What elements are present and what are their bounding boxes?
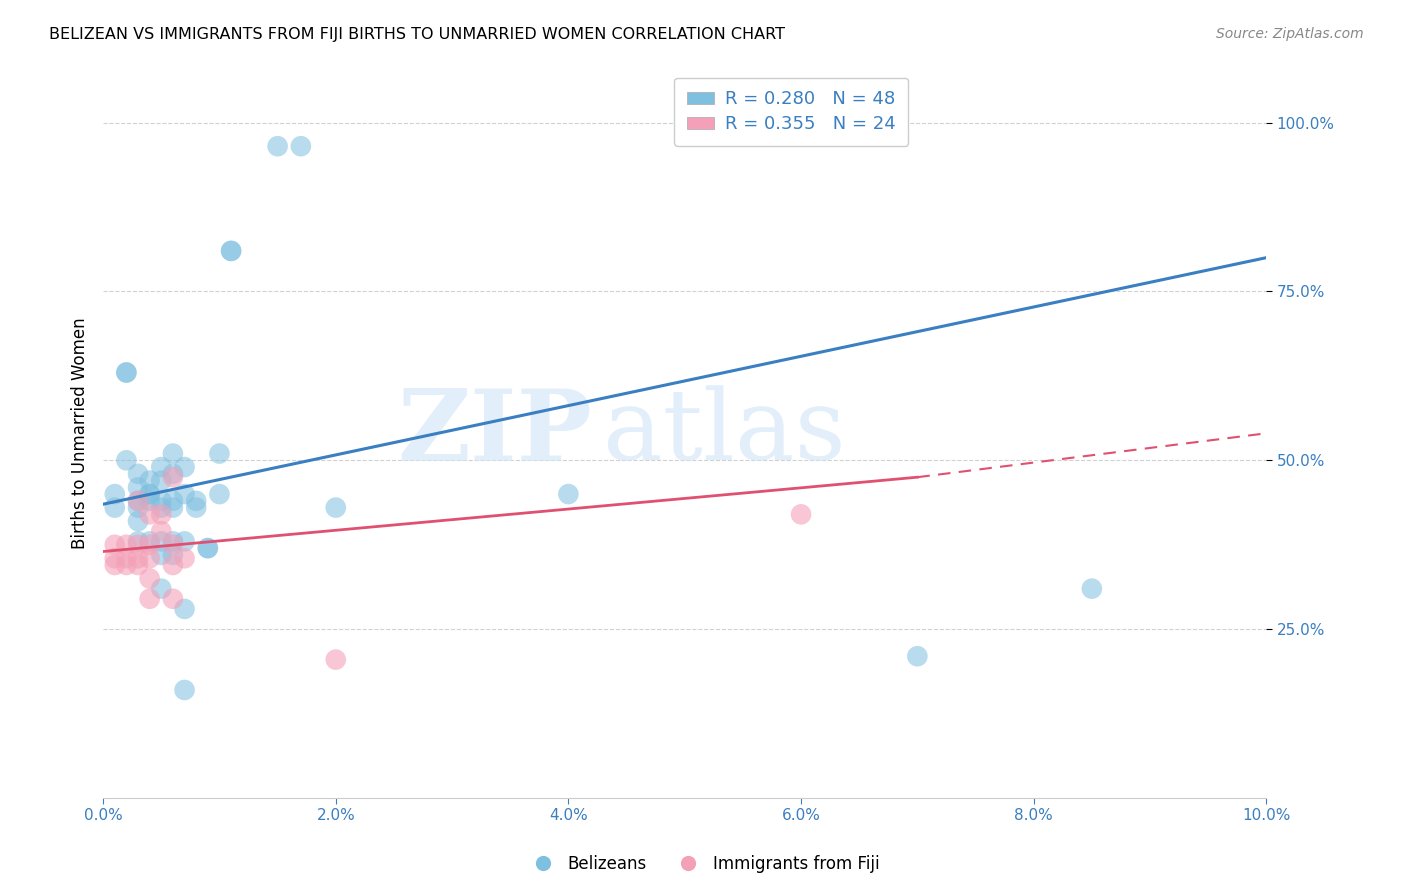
- Point: [115, 366, 138, 380]
- Point: [127, 551, 149, 566]
- Text: ZIP: ZIP: [396, 384, 592, 482]
- Point: [150, 500, 173, 515]
- Y-axis label: Births to Unmarried Women: Births to Unmarried Women: [72, 318, 89, 549]
- Point: [127, 534, 149, 549]
- Point: [208, 446, 231, 460]
- Point: [115, 551, 138, 566]
- Point: [905, 649, 928, 664]
- Point: [104, 487, 127, 501]
- Point: [162, 534, 184, 549]
- Point: [173, 551, 195, 566]
- Point: [127, 558, 149, 572]
- Point: [138, 538, 160, 552]
- Point: [266, 139, 288, 153]
- Point: [162, 500, 184, 515]
- Point: [150, 582, 173, 596]
- Point: [162, 493, 184, 508]
- Point: [173, 602, 195, 616]
- Point: [127, 500, 149, 515]
- Point: [127, 538, 149, 552]
- Point: [138, 487, 160, 501]
- Point: [186, 493, 208, 508]
- Point: [138, 591, 160, 606]
- Point: [173, 487, 195, 501]
- Point: [150, 524, 173, 539]
- Text: BELIZEAN VS IMMIGRANTS FROM FIJI BIRTHS TO UNMARRIED WOMEN CORRELATION CHART: BELIZEAN VS IMMIGRANTS FROM FIJI BIRTHS …: [49, 27, 785, 42]
- Point: [186, 500, 208, 515]
- Point: [138, 487, 160, 501]
- Point: [150, 493, 173, 508]
- Legend: R = 0.280   N = 48, R = 0.355   N = 24: R = 0.280 N = 48, R = 0.355 N = 24: [675, 78, 908, 146]
- Point: [150, 548, 173, 562]
- Point: [162, 470, 184, 484]
- Point: [138, 534, 160, 549]
- Point: [115, 558, 138, 572]
- Point: [127, 480, 149, 494]
- Point: [208, 487, 231, 501]
- Point: [150, 534, 173, 549]
- Point: [127, 467, 149, 481]
- Point: [138, 493, 160, 508]
- Point: [173, 534, 195, 549]
- Legend: Belizeans, Immigrants from Fiji: Belizeans, Immigrants from Fiji: [519, 848, 887, 880]
- Point: [127, 493, 149, 508]
- Point: [115, 453, 138, 467]
- Point: [150, 460, 173, 475]
- Point: [162, 558, 184, 572]
- Point: [557, 487, 579, 501]
- Point: [150, 508, 173, 522]
- Point: [162, 467, 184, 481]
- Text: Source: ZipAtlas.com: Source: ZipAtlas.com: [1216, 27, 1364, 41]
- Point: [104, 558, 127, 572]
- Point: [150, 474, 173, 488]
- Point: [104, 500, 127, 515]
- Point: [115, 366, 138, 380]
- Point: [162, 548, 184, 562]
- Point: [790, 508, 813, 522]
- Point: [162, 446, 184, 460]
- Point: [197, 541, 219, 555]
- Point: [197, 541, 219, 555]
- Point: [325, 652, 347, 666]
- Point: [162, 591, 184, 606]
- Point: [104, 538, 127, 552]
- Point: [138, 572, 160, 586]
- Point: [219, 244, 242, 258]
- Point: [138, 474, 160, 488]
- Point: [104, 551, 127, 566]
- Point: [290, 139, 312, 153]
- Point: [138, 551, 160, 566]
- Point: [173, 683, 195, 698]
- Point: [127, 493, 149, 508]
- Point: [219, 244, 242, 258]
- Point: [115, 538, 138, 552]
- Point: [162, 538, 184, 552]
- Point: [173, 460, 195, 475]
- Point: [138, 508, 160, 522]
- Point: [1081, 582, 1104, 596]
- Point: [325, 500, 347, 515]
- Point: [127, 514, 149, 528]
- Text: atlas: atlas: [603, 385, 846, 481]
